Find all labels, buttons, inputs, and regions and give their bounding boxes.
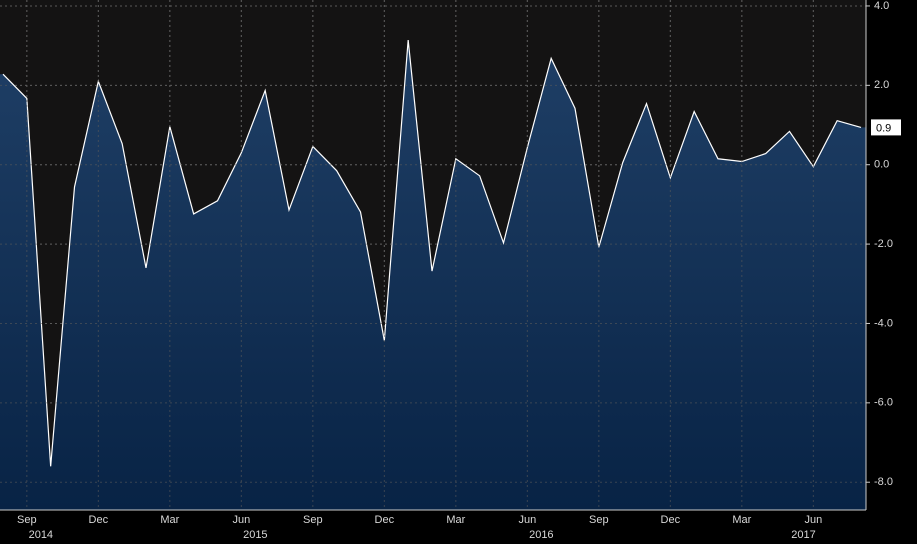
x-tick-label: Sep [303,514,323,526]
y-tick-label: -4.0 [874,317,893,329]
x-year-label: 2016 [529,529,553,541]
x-tick-label: Jun [232,514,250,526]
x-tick-label: Mar [446,514,465,526]
y-tick-label: -2.0 [874,238,893,250]
x-tick-label: Dec [89,514,109,526]
x-tick-label: Jun [518,514,536,526]
x-tick-label: Jun [804,514,822,526]
area-line [2,40,862,467]
x-tick-label: Mar [160,514,179,526]
x-tick-label: Dec [661,514,681,526]
last-value-label: 0.9 [876,122,891,134]
area-fill [0,40,866,510]
y-tick-label: -6.0 [874,397,893,409]
y-tick-label: -8.0 [874,476,893,488]
y-tick-label: 4.0 [874,0,889,12]
last-value-box [871,119,901,136]
y-tick-label: 2.0 [874,79,889,91]
x-year-label: 2017 [791,529,815,541]
x-year-label: 2015 [243,529,267,541]
y-tick-label: 0.0 [874,159,889,171]
x-tick-label: Sep [589,514,609,526]
x-year-label: 2014 [29,529,53,541]
x-tick-label: Sep [17,514,37,526]
x-tick-label: Mar [732,514,751,526]
x-tick-label: Dec [375,514,395,526]
